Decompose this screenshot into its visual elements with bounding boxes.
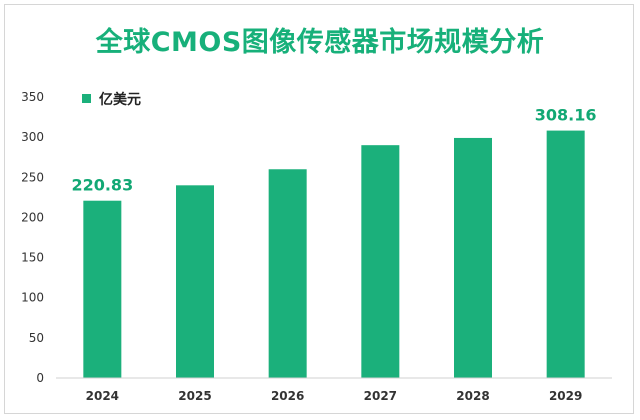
bar <box>268 169 307 378</box>
x-tick-label: 2024 <box>86 389 119 403</box>
data-label: 308.16 <box>535 106 597 125</box>
chart-title: 全球CMOS图像传感器市场规模分析 <box>95 27 545 58</box>
y-tick-label: 250 <box>21 170 44 184</box>
bars-group <box>83 130 585 378</box>
x-tick-label: 2026 <box>271 389 304 403</box>
bar <box>361 145 400 378</box>
data-labels-group: 220.83 308.16 <box>71 106 596 195</box>
legend-swatch <box>82 94 91 103</box>
legend: 亿美元 <box>82 91 141 108</box>
legend-label: 亿美元 <box>99 91 141 108</box>
data-label: 220.83 <box>71 176 133 195</box>
y-tick-label: 350 <box>21 90 44 104</box>
y-tick-label: 150 <box>21 251 44 265</box>
y-tick-label: 0 <box>36 371 44 385</box>
x-tick-label: 2025 <box>178 389 211 403</box>
x-tick-label: 2027 <box>364 389 397 403</box>
y-tick-label: 100 <box>21 291 44 305</box>
x-tick-label: 2028 <box>456 389 489 403</box>
y-tick-label: 200 <box>21 210 44 224</box>
bar <box>176 185 214 378</box>
y-axis: 0 50 100 150 200 250 300 350 <box>21 90 44 385</box>
y-tick-label: 300 <box>21 130 44 144</box>
bar <box>454 137 492 378</box>
x-tick-label: 2029 <box>549 389 582 403</box>
bar <box>83 200 122 378</box>
x-axis: 2024 2025 2026 2027 2028 2029 <box>56 377 612 403</box>
bar <box>546 130 585 378</box>
y-tick-label: 50 <box>29 331 44 345</box>
